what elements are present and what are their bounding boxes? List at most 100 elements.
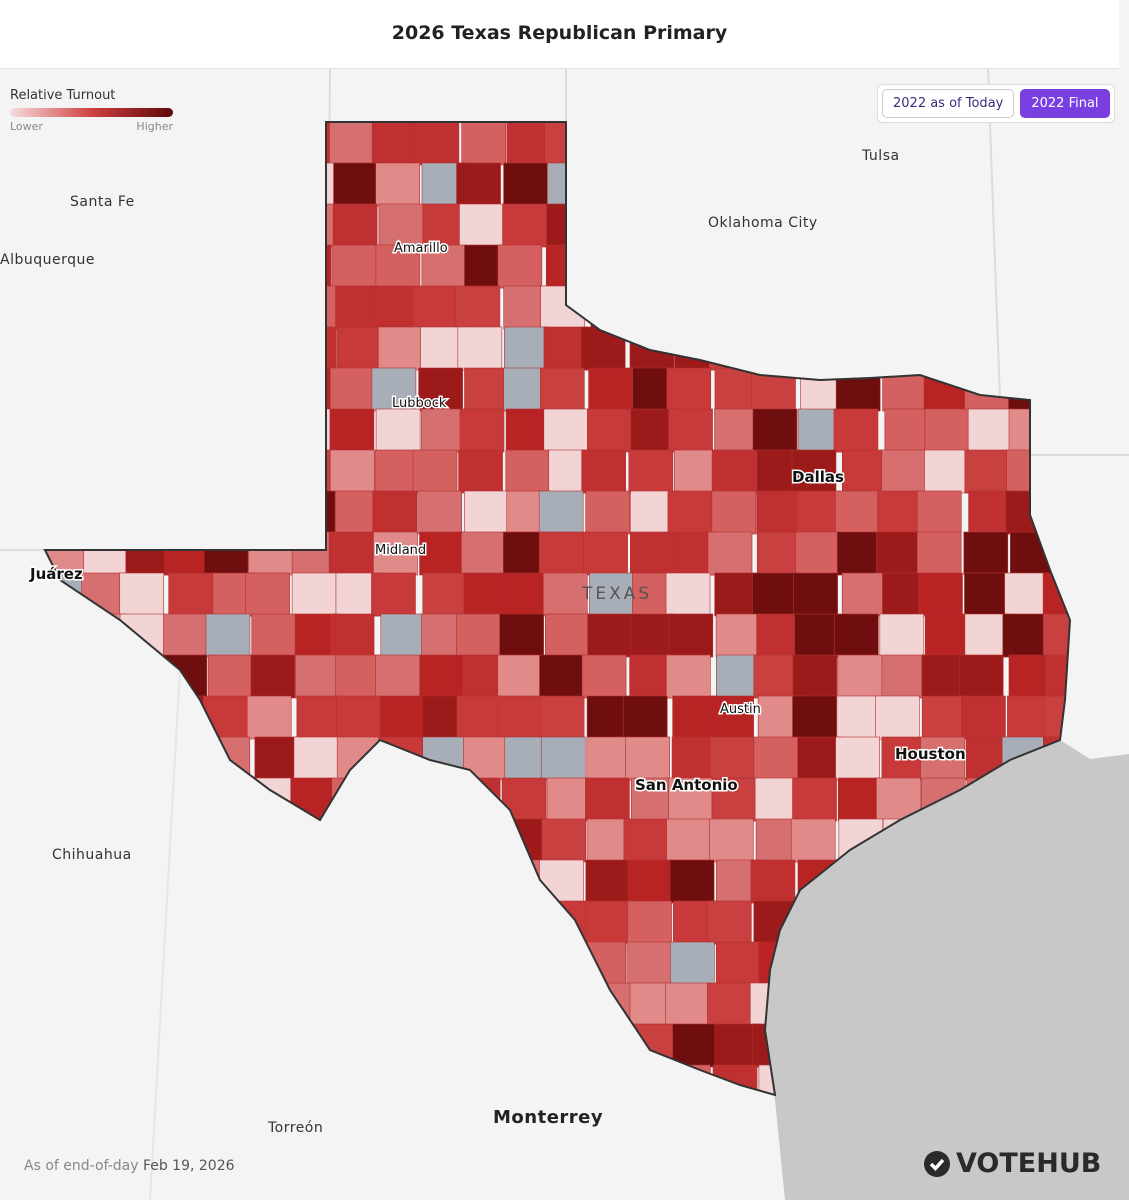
county xyxy=(1002,285,1047,330)
county xyxy=(714,1023,760,1068)
county xyxy=(964,613,1010,658)
legend-low: Lower xyxy=(10,120,43,133)
county xyxy=(711,490,757,535)
county xyxy=(538,531,584,576)
county xyxy=(833,408,879,453)
county xyxy=(585,490,631,535)
city: Lubbock xyxy=(392,396,447,411)
county xyxy=(120,367,165,412)
county xyxy=(167,982,212,1027)
county xyxy=(793,572,838,617)
county xyxy=(165,326,210,371)
county xyxy=(203,1023,249,1068)
county xyxy=(1003,122,1048,166)
county xyxy=(752,572,797,617)
county xyxy=(417,900,463,945)
county xyxy=(375,408,421,453)
county xyxy=(331,941,377,986)
county xyxy=(336,326,382,371)
county xyxy=(666,818,711,863)
county xyxy=(794,244,839,289)
county xyxy=(546,777,592,822)
county xyxy=(248,408,293,453)
county xyxy=(336,695,381,740)
county xyxy=(205,490,251,535)
county xyxy=(547,162,592,207)
county xyxy=(505,449,551,494)
county xyxy=(375,1023,421,1068)
county xyxy=(378,859,424,904)
county xyxy=(45,941,90,986)
county xyxy=(1004,203,1050,248)
county xyxy=(291,162,336,207)
county xyxy=(419,531,464,576)
county xyxy=(45,654,85,699)
toggle-button[interactable]: 2022 Final xyxy=(1020,89,1110,118)
county xyxy=(540,285,585,330)
county xyxy=(250,818,296,863)
county xyxy=(797,736,842,781)
title: 2026 Texas Republican Primary xyxy=(0,0,1119,69)
county xyxy=(296,695,342,740)
county xyxy=(79,285,124,330)
county xyxy=(413,818,459,863)
county xyxy=(120,900,165,945)
county xyxy=(916,490,962,535)
county xyxy=(753,736,799,781)
county xyxy=(542,572,588,617)
county xyxy=(45,1023,87,1068)
county xyxy=(838,162,884,207)
county xyxy=(502,203,547,248)
county xyxy=(329,367,375,412)
county xyxy=(169,203,215,248)
county xyxy=(581,449,626,494)
county xyxy=(963,122,1008,166)
county xyxy=(203,531,249,576)
county xyxy=(414,122,460,166)
county xyxy=(293,736,339,781)
county xyxy=(922,244,968,289)
county xyxy=(1043,203,1070,248)
county xyxy=(45,695,88,740)
county xyxy=(875,285,920,330)
county xyxy=(45,777,88,822)
county xyxy=(1045,122,1070,166)
county xyxy=(626,941,672,986)
county xyxy=(79,203,125,248)
county xyxy=(712,244,758,289)
county xyxy=(790,818,836,863)
county xyxy=(499,613,544,658)
county xyxy=(539,654,584,699)
county xyxy=(668,408,713,453)
county xyxy=(670,941,715,986)
county xyxy=(126,695,171,740)
footer-date: Feb 19, 2026 xyxy=(142,1158,235,1174)
toggle-button[interactable]: 2022 as of Today xyxy=(882,89,1015,118)
county xyxy=(170,941,215,986)
county xyxy=(461,982,506,1027)
county xyxy=(503,326,549,371)
county xyxy=(963,531,1009,576)
county xyxy=(540,736,586,781)
county xyxy=(544,613,590,658)
county xyxy=(292,285,337,330)
county xyxy=(370,285,416,330)
city: Amarillo xyxy=(394,241,448,256)
county xyxy=(669,859,715,904)
county xyxy=(372,490,418,535)
place: Albuquerque xyxy=(0,252,95,268)
county xyxy=(792,777,837,822)
county xyxy=(458,449,503,494)
county xyxy=(707,531,753,576)
county xyxy=(1050,531,1070,576)
county xyxy=(211,941,256,986)
county xyxy=(414,777,460,822)
county xyxy=(204,244,250,289)
county xyxy=(455,777,501,822)
county xyxy=(842,449,887,494)
county xyxy=(203,1064,249,1095)
county xyxy=(290,900,336,945)
county xyxy=(922,285,967,330)
city: San Antonio xyxy=(635,776,738,794)
